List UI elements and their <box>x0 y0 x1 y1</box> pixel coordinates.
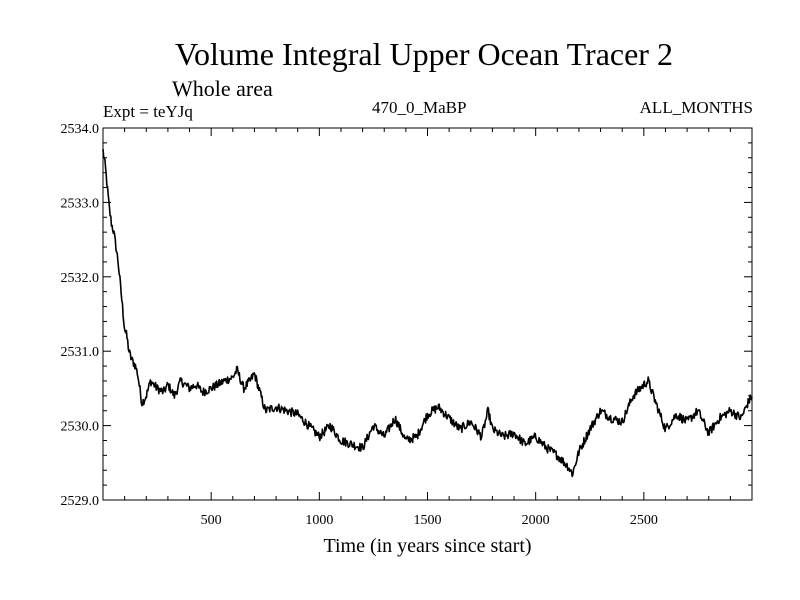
plot-area-frame <box>102 127 753 501</box>
y-tick-label: 2531.0 <box>61 345 100 360</box>
series-group <box>102 148 753 478</box>
chart-title: Volume Integral Upper Ocean Tracer 2 <box>175 36 673 72</box>
months-label: ALL_MONTHS <box>639 98 753 117</box>
x-tick-label: 2000 <box>522 513 550 528</box>
experiment-label: Expt = teYJq <box>103 102 193 121</box>
x-tick-label: 1000 <box>305 513 333 528</box>
chart-subtitle: Whole area <box>172 76 273 101</box>
y-tick-label: 2529.0 <box>61 494 100 509</box>
series-line <box>102 148 753 478</box>
y-tick-label: 2532.0 <box>61 271 100 286</box>
y-tick-label: 2534.0 <box>61 122 100 137</box>
period-label: 470_0_MaBP <box>372 98 467 117</box>
x-tick-label: 2500 <box>630 513 658 528</box>
x-axis-label: Time (in years since start) <box>323 535 531 557</box>
x-tick-label: 500 <box>201 513 222 528</box>
tick-labels: 500 1000 1500 2000 2500 2529.0 2530.0 2531.0 253… <box>61 122 658 528</box>
tick-marks <box>103 127 752 501</box>
x-tick-label: 1500 <box>414 513 442 528</box>
y-tick-label: 2533.0 <box>61 196 100 211</box>
y-tick-label: 2530.0 <box>61 420 100 435</box>
